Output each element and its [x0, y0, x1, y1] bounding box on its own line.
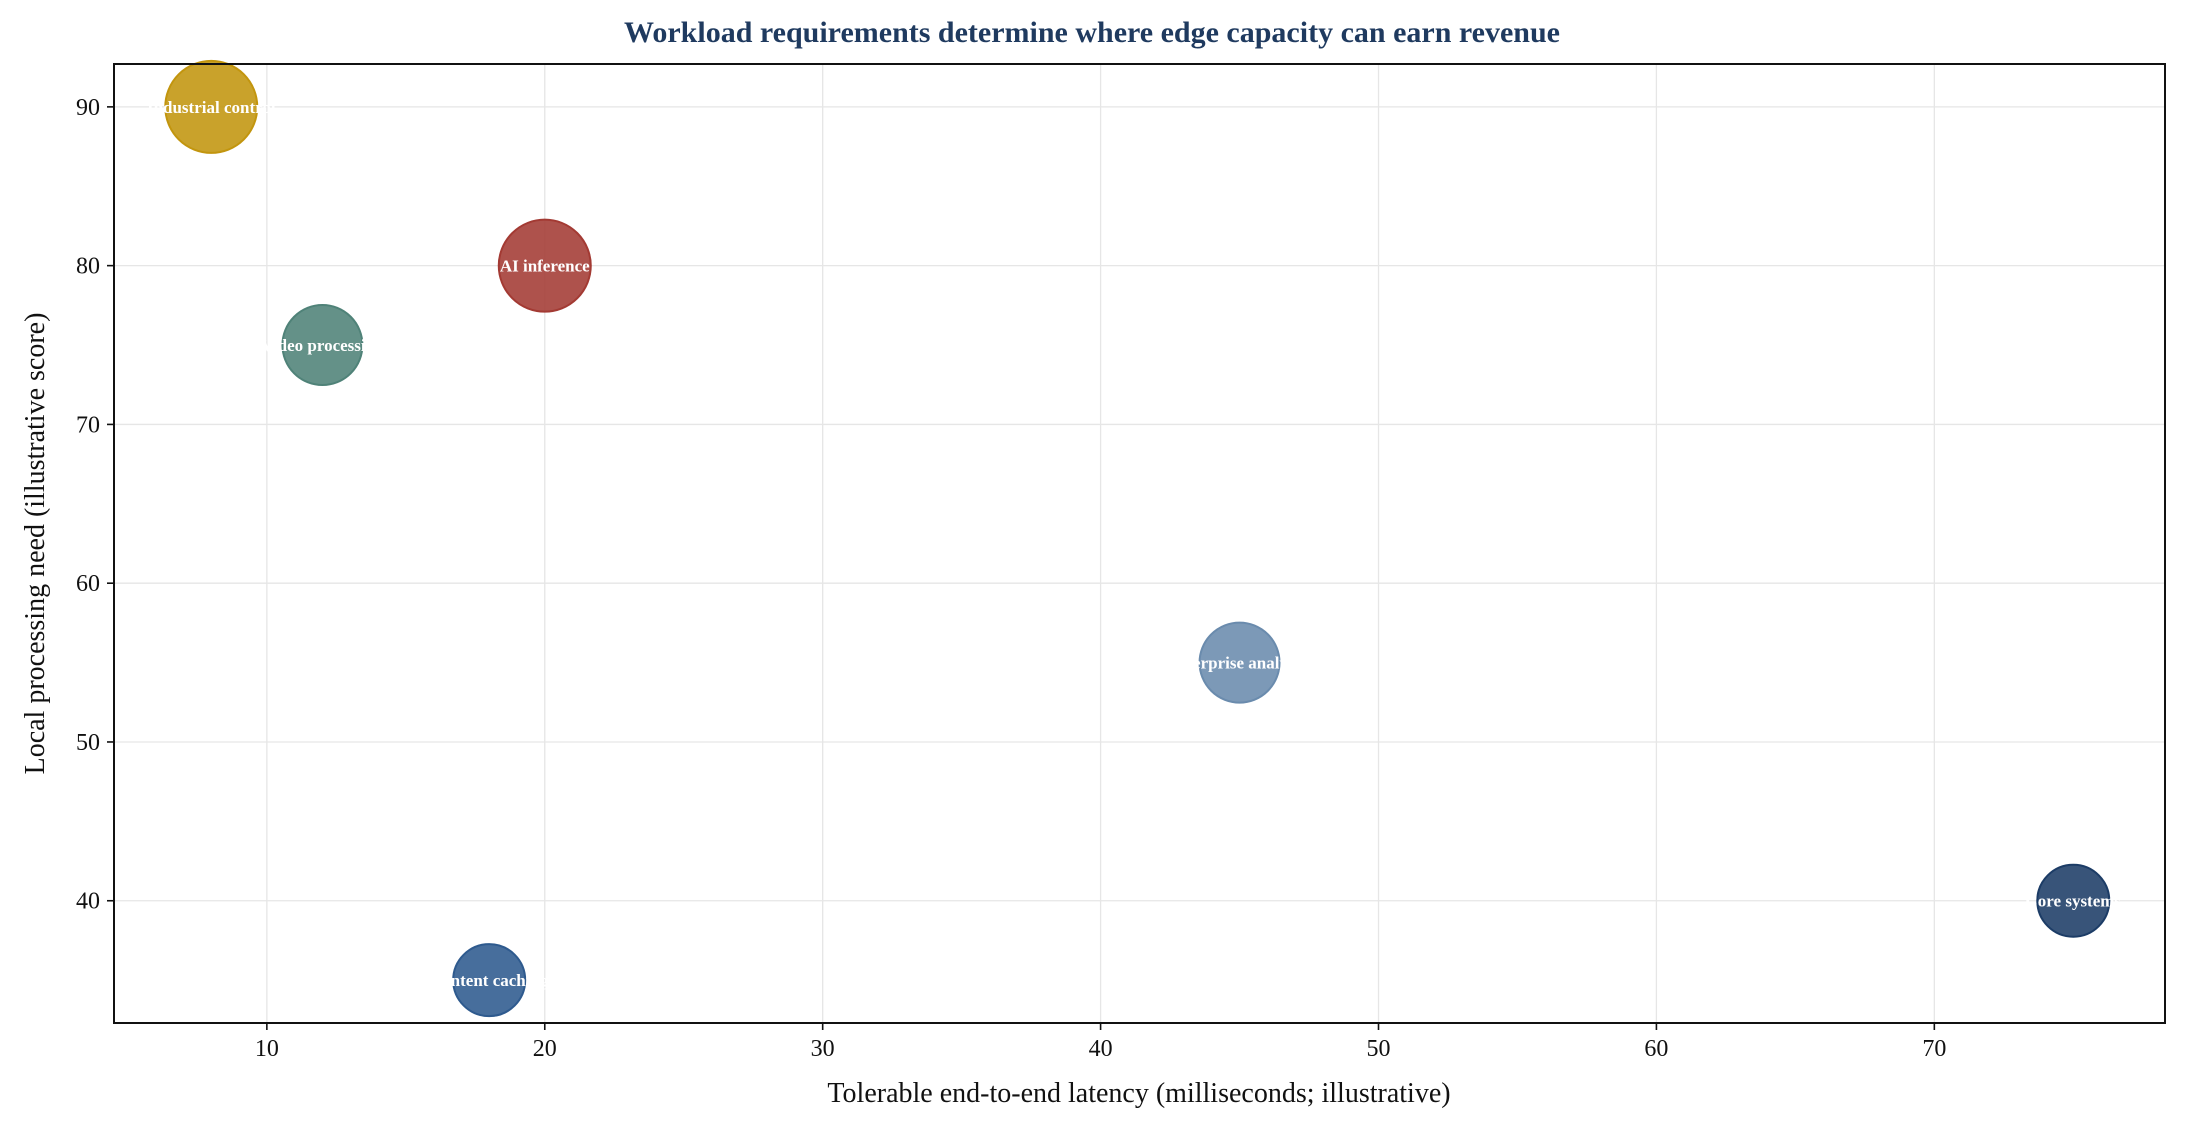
x-tick-label: 40: [1089, 1036, 1113, 1062]
x-tick-label: 60: [1644, 1036, 1668, 1062]
axis-ticks: 10 20 30 40 50 60 70 40 50 60 70 80 90: [76, 95, 1946, 1062]
bubble-label: Video processing: [261, 336, 384, 355]
grid: [114, 64, 2165, 1023]
x-axis-label: Tolerable end-to-end latency (millisecon…: [827, 1078, 1450, 1109]
bubble-point: Content caching: [430, 943, 549, 1018]
y-tick-label: 60: [76, 571, 100, 597]
bubble-point: Enterprise analytics: [1167, 621, 1313, 704]
bubble-point: Core systems: [2026, 863, 2122, 938]
y-tick-label: 90: [76, 95, 100, 121]
x-tick-label: 20: [533, 1036, 557, 1062]
y-tick-label: 40: [76, 889, 100, 915]
x-tick-label: 10: [255, 1036, 279, 1062]
bubble-layer: Industrial control AI inference Video proc…: [147, 59, 2122, 1018]
bubble-label: Content caching: [430, 971, 549, 990]
y-tick-label: 50: [76, 730, 100, 756]
bubble-marker: [452, 943, 527, 1018]
chart-title: Workload requirements determine where ed…: [624, 16, 1560, 49]
bubble-point: AI inference: [497, 218, 592, 313]
x-tick-label: 50: [1367, 1036, 1391, 1062]
bubble-label: Industrial control: [147, 98, 276, 117]
bubble-label: Enterprise analytics: [1167, 654, 1313, 673]
x-tick-label: 70: [1922, 1036, 1946, 1062]
y-tick-label: 80: [76, 254, 100, 280]
x-tick-label: 30: [811, 1036, 835, 1062]
y-tick-label: 70: [76, 412, 100, 438]
bubble-point: Video processing: [261, 304, 384, 387]
y-axis-label: Local processing need (illustrative scor…: [20, 313, 51, 775]
bubble-label: AI inference: [500, 257, 590, 276]
bubble-point: Industrial control: [147, 59, 276, 154]
bubble-marker: [1198, 621, 1281, 704]
plot-area: [113, 63, 2166, 1024]
bubble-marker: [497, 218, 592, 313]
bubble-marker: [2036, 863, 2111, 938]
bubble-marker: [281, 304, 364, 387]
bubble-label: Core systems: [2026, 892, 2122, 911]
bubble-marker: [164, 59, 259, 154]
